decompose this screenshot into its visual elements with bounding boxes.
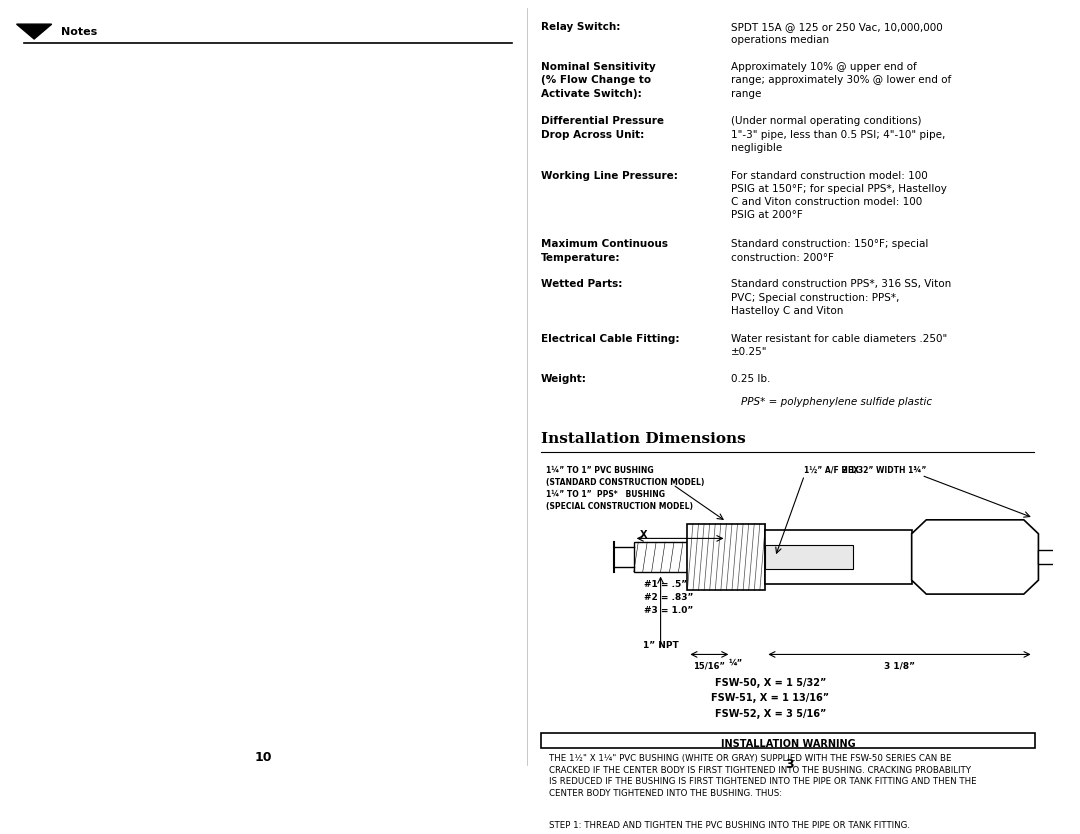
- Text: 2 1/32” WIDTH 1¾”: 2 1/32” WIDTH 1¾”: [842, 466, 927, 475]
- Text: FSW-52, X = 3 5/16”: FSW-52, X = 3 5/16”: [715, 709, 826, 719]
- FancyBboxPatch shape: [541, 733, 1036, 748]
- Text: STEP 1: THREAD AND TIGHTEN THE PVC BUSHING INTO THE PIPE OR TANK FITTING.: STEP 1: THREAD AND TIGHTEN THE PVC BUSHI…: [549, 821, 910, 830]
- Text: Nominal Sensitivity
(% Flow Change to
Activate Switch):: Nominal Sensitivity (% Flow Change to Ac…: [541, 63, 656, 98]
- Text: FSW-51, X = 1 13/16”: FSW-51, X = 1 13/16”: [712, 693, 829, 703]
- Text: (Under normal operating conditions)
1"-3" pipe, less than 0.5 PSI; 4"-10" pipe,
: (Under normal operating conditions) 1"-3…: [731, 117, 946, 153]
- Polygon shape: [16, 24, 52, 39]
- Text: X: X: [639, 530, 647, 540]
- Text: Notes: Notes: [62, 27, 97, 37]
- Text: Differential Pressure
Drop Across Unit:: Differential Pressure Drop Across Unit:: [541, 117, 664, 140]
- Text: 0.25 lb.: 0.25 lb.: [731, 374, 771, 384]
- Text: Wetted Parts:: Wetted Parts:: [541, 279, 622, 289]
- Bar: [687, 524, 766, 590]
- Text: Approximately 10% @ upper end of
range; approximately 30% @ lower end of
range: Approximately 10% @ upper end of range; …: [731, 63, 951, 98]
- Bar: [1039, 550, 1066, 565]
- Text: Working Line Pressure:: Working Line Pressure:: [541, 171, 678, 181]
- Text: (STANDARD CONSTRUCTION MODEL): (STANDARD CONSTRUCTION MODEL): [546, 478, 704, 487]
- Text: #2 = .83”: #2 = .83”: [644, 593, 693, 602]
- Text: ¼”: ¼”: [729, 659, 743, 668]
- Text: PPS* = polyphenylene sulfide plastic: PPS* = polyphenylene sulfide plastic: [741, 397, 932, 407]
- Text: 1¼” TO 1” PVC BUSHING: 1¼” TO 1” PVC BUSHING: [546, 466, 653, 475]
- Text: 1” NPT: 1” NPT: [643, 641, 678, 650]
- Text: #1 = .5”: #1 = .5”: [644, 580, 687, 590]
- Bar: [766, 545, 853, 569]
- Text: 3: 3: [785, 758, 794, 771]
- Text: Water resistant for cable diameters .250"
±0.25": Water resistant for cable diameters .250…: [731, 334, 947, 357]
- Text: Maximum Continuous
Temperature:: Maximum Continuous Temperature:: [541, 239, 669, 263]
- Text: #3 = 1.0”: #3 = 1.0”: [644, 606, 692, 615]
- Text: THE 1½" X 1¼" PVC BUSHING (WHITE OR GRAY) SUPPLIED WITH THE FSW-50 SERIES CAN BE: THE 1½" X 1¼" PVC BUSHING (WHITE OR GRAY…: [549, 754, 976, 798]
- Text: For standard construction model: 100
PSIG at 150°F; for special PPS*, Hastelloy
: For standard construction model: 100 PSI…: [731, 171, 947, 220]
- Text: 10: 10: [255, 751, 272, 764]
- Text: Weight:: Weight:: [541, 374, 588, 384]
- Polygon shape: [912, 520, 1039, 594]
- Text: 3 1/8”: 3 1/8”: [885, 662, 915, 671]
- Text: Electrical Cable Fitting:: Electrical Cable Fitting:: [541, 334, 679, 344]
- Text: FSW-50, X = 1 5/32”: FSW-50, X = 1 5/32”: [715, 678, 826, 688]
- Text: 15/16”: 15/16”: [693, 662, 726, 671]
- Text: SPDT 15A @ 125 or 250 Vac, 10,000,000
operations median: SPDT 15A @ 125 or 250 Vac, 10,000,000 op…: [731, 23, 943, 46]
- Text: 1½” A/F HEX: 1½” A/F HEX: [805, 466, 860, 475]
- Text: Installation Dimensions: Installation Dimensions: [541, 432, 746, 445]
- Bar: [634, 542, 687, 572]
- Text: 1¼” TO 1”  PPS*   BUSHING: 1¼” TO 1” PPS* BUSHING: [546, 490, 665, 499]
- Text: (SPECIAL CONSTRUCTION MODEL): (SPECIAL CONSTRUCTION MODEL): [546, 502, 693, 511]
- Text: INSTALLATION WARNING: INSTALLATION WARNING: [721, 739, 855, 749]
- Text: Standard construction: 150°F; special
construction: 200°F: Standard construction: 150°F; special co…: [731, 239, 929, 263]
- Text: Standard construction PPS*, 316 SS, Viton
PVC; Special construction: PPS*,
Haste: Standard construction PPS*, 316 SS, Vito…: [731, 279, 951, 316]
- Bar: [766, 530, 912, 584]
- Text: Relay Switch:: Relay Switch:: [541, 23, 621, 33]
